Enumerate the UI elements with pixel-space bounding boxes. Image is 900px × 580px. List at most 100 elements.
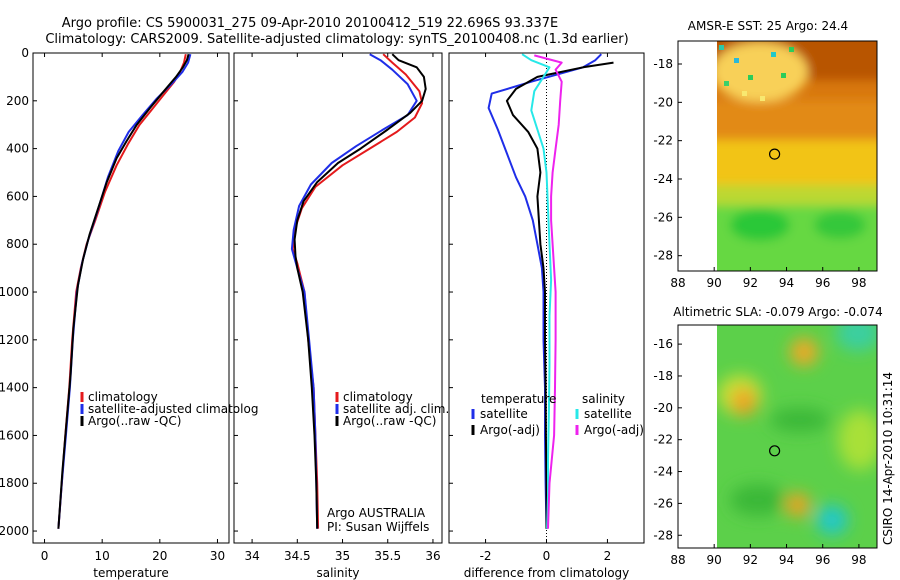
map-x-tick-label: 94 <box>779 553 794 567</box>
profile-panel-1: 0 10 20 30 temperature 0 200 400 600 800 1000 1200 1… <box>0 46 258 580</box>
legend-title: salinity <box>582 392 625 406</box>
sla-title: Altimetric SLA: -0.079 Argo: -0.074 <box>673 305 882 319</box>
map-x-tick-label: 96 <box>815 553 830 567</box>
x-tick-label: 0 <box>41 549 49 563</box>
map-y-tick-label: -22 <box>653 433 673 447</box>
map-x-tick-label: 88 <box>670 553 685 567</box>
map-x-tick-label: 90 <box>707 553 722 567</box>
x-axis-label: difference from climatology <box>464 566 630 580</box>
sla-patch-cyan <box>836 325 877 351</box>
series-line <box>290 53 418 529</box>
y-tick-label: 200 <box>6 94 29 108</box>
sla-patch-orange <box>732 388 756 416</box>
legend-label: satellite-adjusted climatolog <box>88 402 258 416</box>
map-y-tick-label: -20 <box>653 401 673 415</box>
x-tick-label: 35 <box>335 549 350 563</box>
x-axis-label: salinity <box>316 566 359 580</box>
y-tick-label: 1000 <box>0 285 29 299</box>
map-y-tick-label: -26 <box>653 496 673 510</box>
x-tick-label: 20 <box>152 549 167 563</box>
x-tick-label: 30 <box>210 549 225 563</box>
y-tick-label: 1600 <box>0 428 29 442</box>
sst-band-green <box>717 205 877 271</box>
y-tick-label: 0 <box>21 46 29 60</box>
map-x-tick-label: 88 <box>670 276 685 290</box>
map-x-tick-label: 96 <box>815 276 830 290</box>
series-line <box>57 53 190 529</box>
profile-panels: 0 10 20 30temperature0200400600800100012001… <box>0 46 645 580</box>
series-line <box>505 61 614 529</box>
panel-frame <box>233 52 443 544</box>
header-line-2: Climatology: CARS2009. Satellite-adjuste… <box>45 32 628 47</box>
panel-annotation: PI: Susan Wijffels <box>327 520 429 534</box>
map-y-tick-label: -20 <box>653 95 673 109</box>
x-tick-label: 36 <box>425 549 440 563</box>
panel-annotation: Argo AUSTRALIA <box>327 506 426 520</box>
x-tick-label: 34 <box>244 549 259 563</box>
sla-patch-orange-3 <box>786 493 810 517</box>
y-tick-label: 1800 <box>0 476 29 490</box>
sst-argo-marker <box>768 148 781 160</box>
sla-frame <box>677 324 878 549</box>
sst-cloud-pixels <box>719 45 794 101</box>
map-y-tick-label: -26 <box>653 210 673 224</box>
x-tick-label: 2 <box>604 549 612 563</box>
sst-patch-green <box>730 209 790 241</box>
profile-panel-3: -2 0 2 difference from climatology temperatu… <box>448 52 645 580</box>
header-line-1: Argo profile: CS 5900031_275 09-Apr-2010… <box>62 16 558 31</box>
profile-panel-2: 34 34.5 35 35.5 36 salinity climatologysatelli… <box>233 52 449 580</box>
map-y-tick-label: -28 <box>653 249 673 263</box>
sla-axis-ticks: 88 90 92 94 96 98 -16 -18 -20 -22 -24 -26 -28 <box>653 337 866 567</box>
x-axis-label: temperature <box>93 566 168 580</box>
series-line <box>293 53 427 529</box>
legend-label: Argo(-adj) <box>480 423 540 437</box>
y-tick-label: 1400 <box>0 381 29 395</box>
sst-band-lime <box>717 185 877 205</box>
map-y-tick-label: -24 <box>653 172 673 186</box>
legend-label: climatology <box>88 390 158 404</box>
sst-band-yellow <box>717 140 877 185</box>
sst-axis-ticks: 88 90 92 94 96 98 -18 -20 -22 -24 -26 -28 <box>653 57 866 290</box>
sst-heatmap: AMSR-E SST: 25 Argo: 24.4 88 90 92 94 96 98 -1… <box>653 19 878 290</box>
map-y-tick-label: -18 <box>653 369 673 383</box>
map-x-tick-label: 94 <box>779 276 794 290</box>
sla-heatmap: Altimetric SLA: -0.079 Argo: -0.074 88 90… <box>653 305 882 567</box>
x-tick-label: 34.5 <box>284 549 311 563</box>
sla-patch-orange-2 <box>790 338 818 366</box>
sst-title: AMSR-E SST: 25 Argo: 24.4 <box>688 19 848 33</box>
legend-label: climatology <box>343 390 413 404</box>
sst-band-orange <box>717 100 877 140</box>
map-y-tick-label: -22 <box>653 134 673 148</box>
legend-label: satellite <box>480 407 528 421</box>
series-line <box>521 53 553 529</box>
map-x-tick-label: 92 <box>743 276 758 290</box>
sla-patch-dark <box>730 484 786 516</box>
map-y-tick-label: -28 <box>653 528 673 542</box>
x-tick-label: 0 <box>543 549 551 563</box>
sst-patch-green-2 <box>814 211 866 239</box>
series-line <box>534 54 563 529</box>
sst-patch-pale <box>717 42 808 102</box>
x-tick-label: 10 <box>95 549 110 563</box>
legend-label: satellite <box>584 407 632 421</box>
legend-label: satellite adj. clim. <box>343 402 449 416</box>
y-tick-label: 800 <box>6 237 29 251</box>
x-tick-label: -2 <box>480 549 492 563</box>
series-line <box>291 53 424 529</box>
legend-label: Argo(..raw -QC) <box>343 414 436 428</box>
y-tick-label: 2000 <box>0 524 29 538</box>
legend-label: Argo(-adj) <box>584 423 644 437</box>
x-tick-label: 35.5 <box>374 549 401 563</box>
map-y-tick-label: -16 <box>653 337 673 351</box>
map-y-tick-label: -24 <box>653 465 673 479</box>
map-x-tick-label: 92 <box>743 553 758 567</box>
map-y-tick-label: -18 <box>653 57 673 71</box>
sla-patch-cyan-2 <box>816 505 848 535</box>
sla-argo-marker <box>768 445 781 457</box>
legend-title: temperature <box>481 392 556 406</box>
y-tick-label: 600 <box>6 189 29 203</box>
sst-frame <box>677 40 878 272</box>
sla-patch-lime <box>838 410 877 470</box>
y-tick-label: 1200 <box>0 333 29 347</box>
